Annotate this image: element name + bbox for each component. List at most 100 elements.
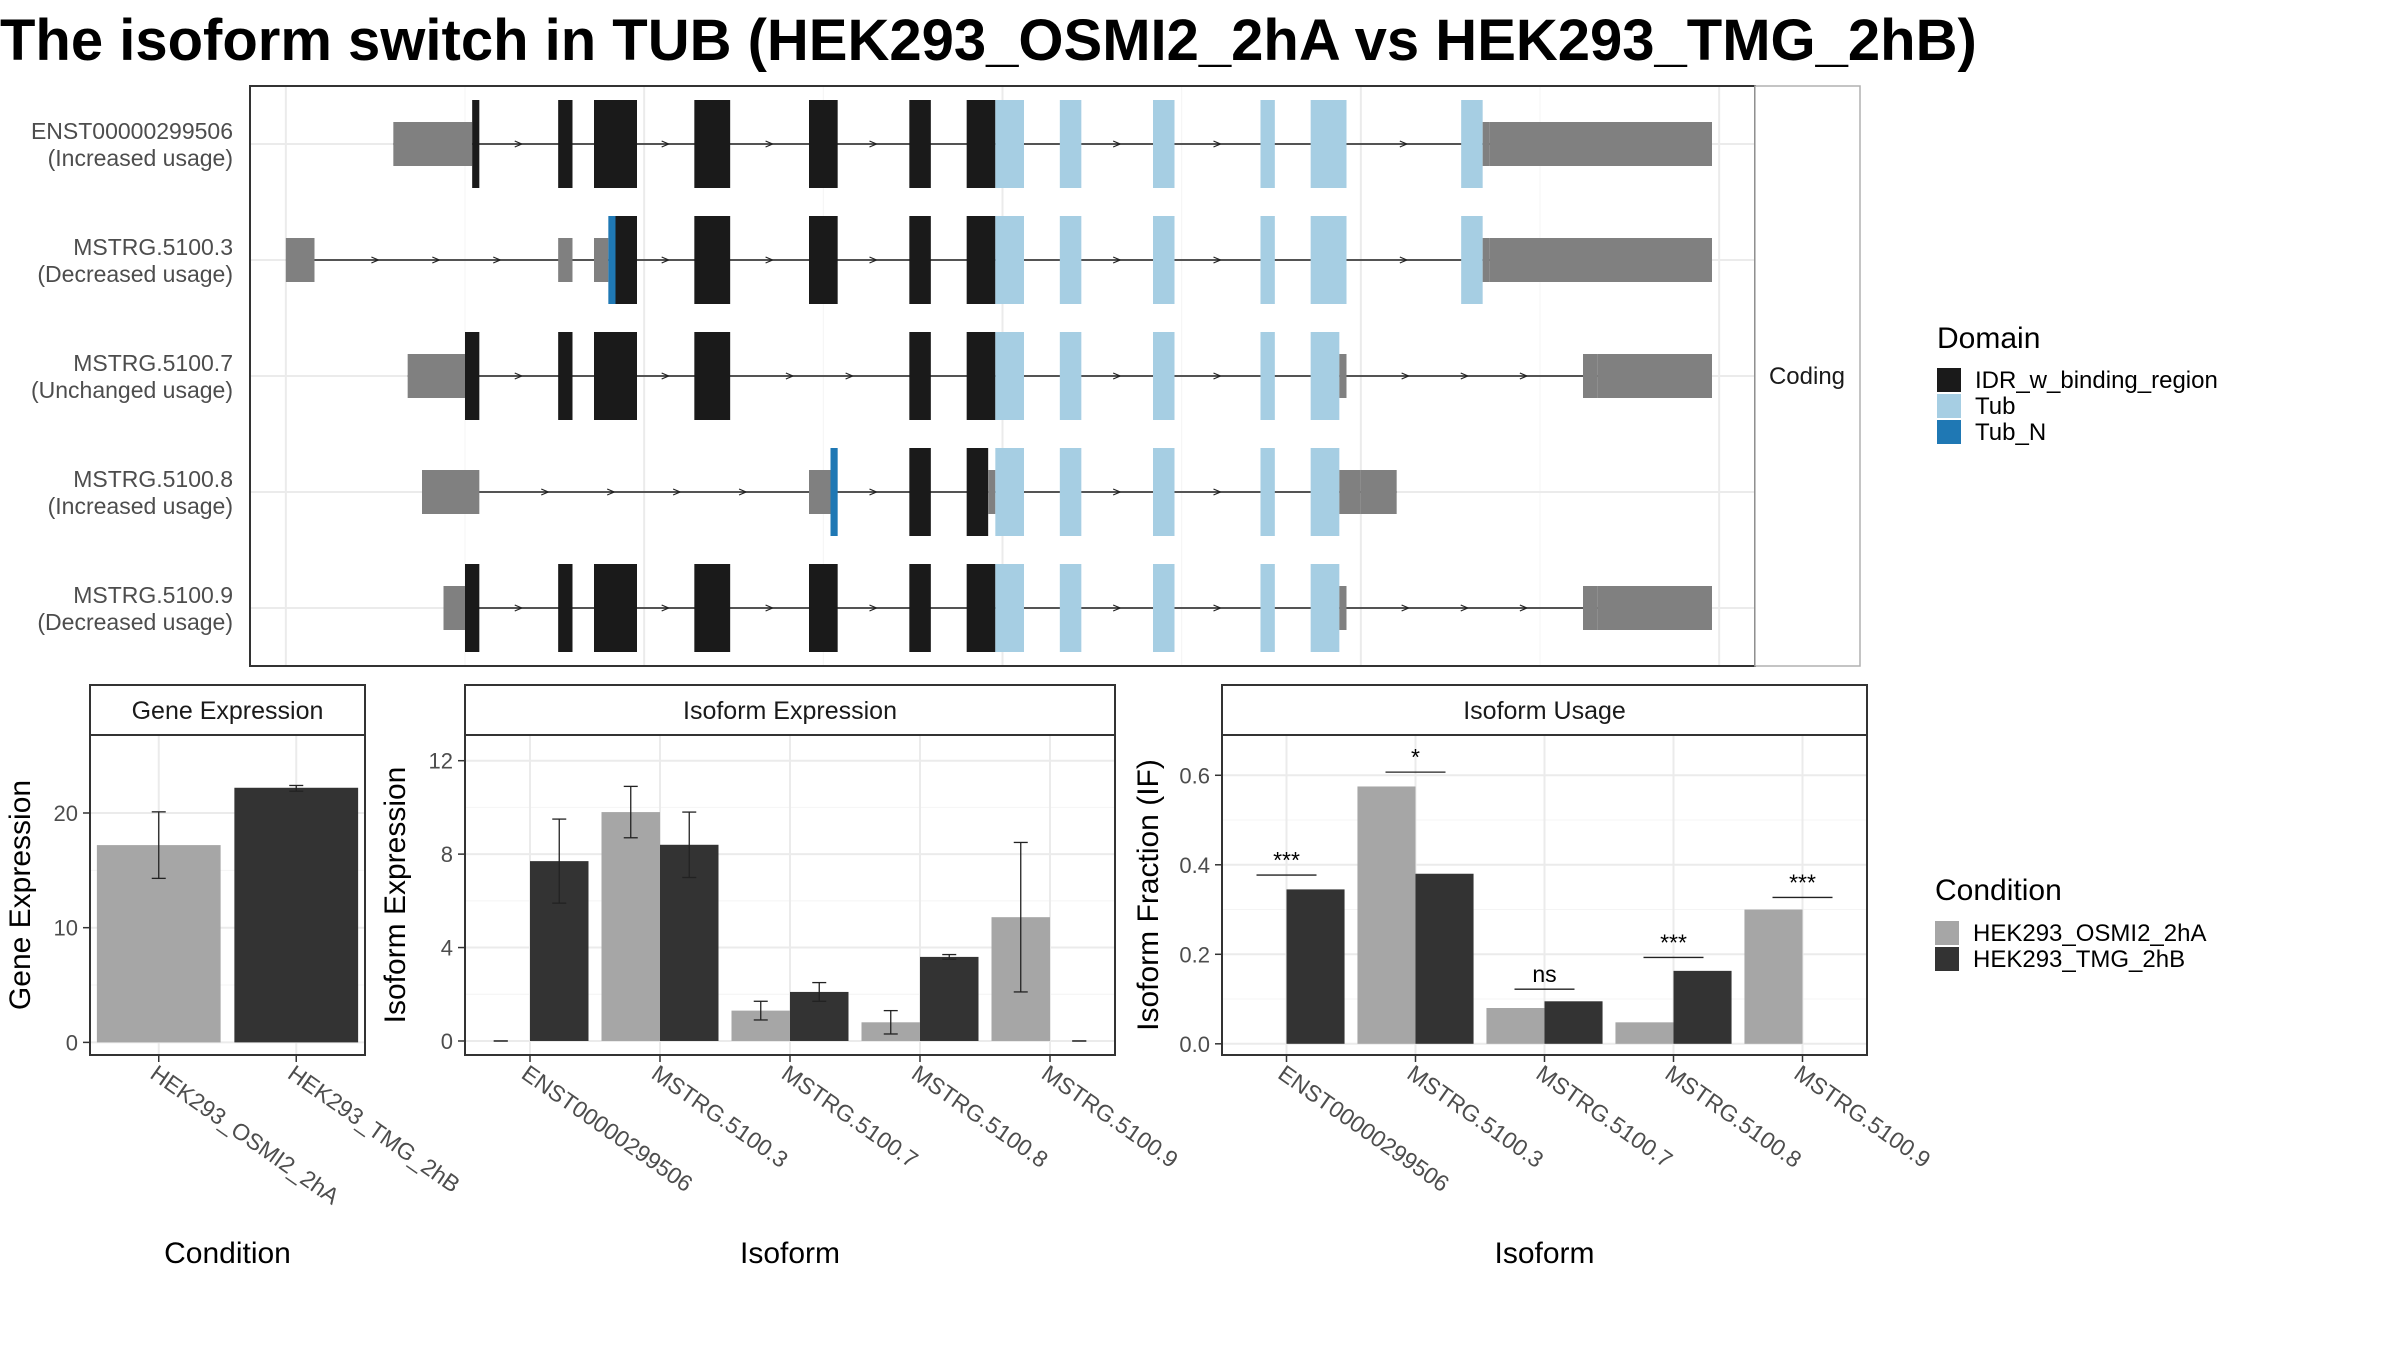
domain-exon-tub — [1260, 100, 1275, 188]
intron-arrow — [514, 140, 524, 148]
utr-exon — [285, 238, 315, 282]
y-tick-label: 0.4 — [1179, 853, 1210, 878]
transcript-label: MSTRG.5100.9 — [73, 582, 233, 608]
utr-exon — [1339, 354, 1347, 398]
domain-exon-tub — [1153, 100, 1175, 188]
transcript-usage-label: (Decreased usage) — [37, 261, 233, 287]
x-tick-label: MSTRG.5100.8 — [907, 1060, 1053, 1173]
legend-label: Tub_N — [1975, 419, 2046, 446]
intron-arrow — [1112, 372, 1122, 380]
transcript-label: ENST00000299506 — [31, 118, 233, 144]
utr-exon — [558, 238, 573, 282]
y-tick-label: 0 — [441, 1029, 453, 1054]
domain-exon-idr_w_binding_region — [966, 100, 996, 188]
intron-arrow — [1399, 256, 1409, 264]
utr-exon — [594, 238, 609, 282]
domain-exon-tub — [1461, 216, 1483, 304]
intron-arrow — [514, 604, 524, 612]
utr-exon — [422, 470, 480, 514]
intron-arrow — [661, 372, 671, 380]
intron-arrow — [1401, 604, 1411, 612]
intron-arrow — [432, 256, 441, 264]
x-axis-title: Condition — [164, 1237, 291, 1270]
intron-arrow — [1213, 488, 1223, 496]
domain-exon-tub — [1310, 100, 1347, 188]
significance-label: ns — [1532, 961, 1556, 987]
transcript-usage-label: (Increased usage) — [48, 493, 233, 519]
utr-exon — [1583, 586, 1598, 630]
domain-exon-idr_w_binding_region — [615, 216, 637, 304]
domain-exon-tub — [1059, 564, 1082, 652]
intron-arrow — [606, 488, 616, 496]
domain-exon-tub — [995, 100, 1024, 188]
utr-exon — [1482, 238, 1490, 282]
intron-arrow — [1213, 256, 1223, 264]
domain-exon-idr_w_binding_region — [909, 332, 931, 420]
domain-exon-tub_n — [608, 216, 616, 304]
panel-title: Isoform Usage — [1463, 697, 1626, 725]
domain-exon-idr_w_binding_region — [472, 100, 480, 188]
x-tick-label: MSTRG.5100.8 — [1661, 1060, 1807, 1173]
bar — [1744, 909, 1803, 1044]
domain-exon-tub — [1260, 564, 1275, 652]
domain-exon-idr_w_binding_region — [594, 100, 637, 188]
legend-key — [1937, 394, 1961, 418]
strip-box — [1754, 85, 1861, 667]
legend-title: Domain — [1937, 322, 2040, 355]
domain-exon-idr_w_binding_region — [594, 332, 637, 420]
y-axis-title: Gene Expression — [4, 780, 37, 1010]
utr-exon — [1482, 122, 1490, 166]
intron-arrow — [738, 488, 748, 496]
domain-exon-idr_w_binding_region — [594, 564, 637, 652]
domain-exon-tub — [995, 216, 1024, 304]
intron-arrow — [371, 256, 380, 264]
domain-exon-tub — [1059, 100, 1082, 188]
intron-arrow — [1519, 372, 1529, 380]
domain-exon-tub_n — [830, 448, 838, 536]
bar — [1673, 970, 1732, 1044]
intron-arrow — [1112, 140, 1122, 148]
intron-arrow — [1112, 488, 1122, 496]
domain-exon-tub — [995, 564, 1024, 652]
y-tick-label: 10 — [54, 916, 78, 941]
domain-exon-idr_w_binding_region — [809, 100, 838, 188]
transcript-usage-label: (Unchanged usage) — [31, 377, 233, 403]
bar — [1544, 1001, 1603, 1044]
intron-arrow — [1112, 604, 1122, 612]
bar — [1415, 873, 1474, 1044]
panel-strip — [89, 684, 366, 736]
domain-exon-tub — [1260, 216, 1275, 304]
domain-exon-idr_w_binding_region — [909, 100, 931, 188]
intron-arrow — [765, 604, 775, 612]
domain-exon-idr_w_binding_region — [694, 100, 731, 188]
domain-exon-tub — [1310, 448, 1340, 536]
bar — [920, 956, 979, 1041]
bar — [1615, 1022, 1674, 1044]
intron-arrow — [541, 488, 550, 496]
domain-exon-tub — [995, 448, 1024, 536]
utr-exon — [1583, 354, 1598, 398]
intron-arrow — [661, 140, 671, 148]
utr-exon — [407, 354, 465, 398]
significance-label: *** — [1789, 869, 1816, 895]
domain-exon-idr_w_binding_region — [966, 564, 996, 652]
y-tick-label: 0 — [66, 1030, 78, 1055]
domain-exon-idr_w_binding_region — [909, 448, 931, 536]
x-axis-title: Isoform — [1494, 1237, 1594, 1270]
domain-exon-tub — [1310, 564, 1340, 652]
x-tick-label: MSTRG.5100.9 — [1037, 1060, 1183, 1173]
domain-exon-tub — [1153, 332, 1175, 420]
domain-exon-idr_w_binding_region — [694, 332, 731, 420]
legend-key — [1935, 921, 1959, 945]
intron-arrow — [672, 488, 682, 496]
utr-exon — [393, 122, 473, 166]
legend-key — [1935, 947, 1959, 971]
panel-border — [89, 734, 366, 1056]
bar — [1357, 786, 1416, 1044]
bar — [1486, 1008, 1545, 1044]
domain-exon-idr_w_binding_region — [966, 448, 989, 536]
utr-exon — [1360, 470, 1397, 514]
intron-arrow — [1460, 372, 1470, 380]
domain-exon-idr_w_binding_region — [809, 564, 838, 652]
